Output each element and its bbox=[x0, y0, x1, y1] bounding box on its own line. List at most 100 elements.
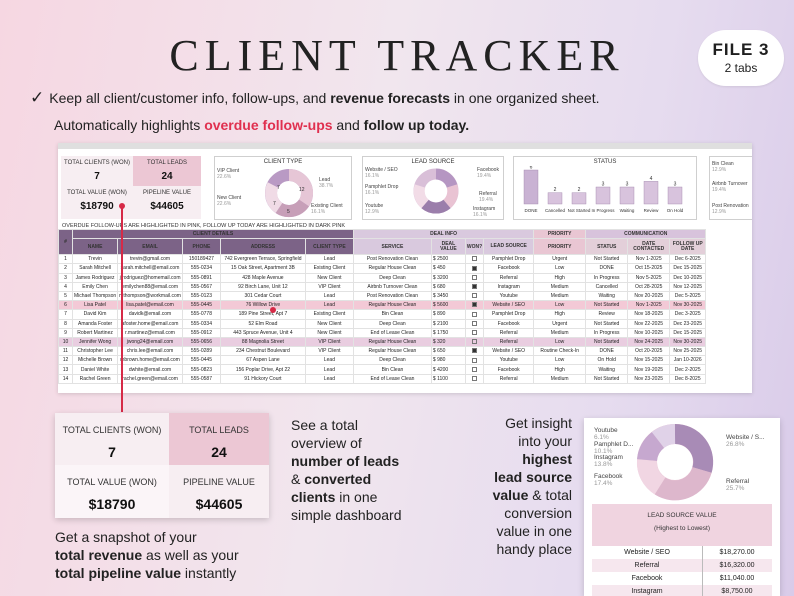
cell-svc[interactable]: Regular House Clean bbox=[352, 346, 432, 357]
cell-pri[interactable]: Urgent bbox=[533, 318, 587, 329]
cell-st[interactable]: DONE bbox=[585, 263, 629, 274]
cell-name[interactable]: Lisa Patel bbox=[71, 300, 119, 311]
cell-phone[interactable]: 555-0567 bbox=[181, 281, 221, 292]
cell-name[interactable]: Emily Chen bbox=[71, 281, 119, 292]
cell-n[interactable]: 11 bbox=[58, 346, 73, 357]
cell-dc[interactable]: Nov 5-2025 bbox=[627, 272, 671, 283]
cell-name[interactable]: James Rodriguez bbox=[71, 272, 119, 283]
cell-phone[interactable]: 555-0587 bbox=[181, 373, 221, 384]
cell-fu[interactable]: Dec 2-2025 bbox=[669, 364, 707, 375]
cell-name[interactable]: David Kim bbox=[71, 309, 119, 320]
cell-phone[interactable]: 555-0656 bbox=[181, 336, 221, 348]
cell-won[interactable] bbox=[464, 327, 485, 338]
cell-phone[interactable]: 555-0912 bbox=[181, 327, 221, 338]
cell-won[interactable] bbox=[464, 318, 485, 329]
cell-email[interactable]: trevin@gmail.com bbox=[117, 254, 183, 265]
cell-addr[interactable]: 428 Maple Avenue bbox=[219, 272, 306, 283]
won-checkbox[interactable] bbox=[472, 284, 478, 290]
won-checkbox[interactable] bbox=[472, 339, 478, 345]
cell-pri[interactable]: Low bbox=[533, 263, 587, 274]
won-checkbox[interactable] bbox=[472, 320, 478, 326]
cell-name[interactable]: Amanda Foster bbox=[71, 318, 119, 329]
cell-type[interactable]: VIP Client bbox=[304, 346, 354, 357]
cell-name[interactable]: Jennifer Wong bbox=[71, 336, 119, 348]
table-row[interactable]: 3 James Rodriguez j.rodriguez@homemail.com… bbox=[58, 272, 707, 283]
cell-type[interactable]: New Client bbox=[304, 318, 354, 329]
table-row[interactable]: 8 Amanda Foster afoster.home@email.com 555-… bbox=[58, 318, 707, 329]
col-email[interactable]: EMAIL bbox=[117, 238, 183, 256]
cell-val[interactable]: $ 320 bbox=[430, 336, 466, 348]
cell-src[interactable]: Youtube bbox=[483, 290, 535, 302]
cell-val[interactable]: $ 2100 bbox=[430, 318, 466, 329]
cell-st[interactable]: On Hold bbox=[585, 355, 629, 366]
cell-type[interactable]: Lead bbox=[304, 300, 354, 311]
cell-val[interactable]: $ 5600 bbox=[430, 300, 466, 311]
cell-src[interactable]: Youtube bbox=[483, 355, 535, 366]
cell-addr[interactable]: 234 Chestnut Boulevard bbox=[219, 346, 306, 357]
cell-svc[interactable]: Regular House Clean bbox=[352, 263, 432, 274]
col-date-contacted[interactable]: DATE CONTACTED bbox=[627, 238, 671, 256]
cell-svc[interactable]: End of Lease Clean bbox=[352, 373, 432, 384]
table-row[interactable]: 11 Christopher Lee chris.lee@email.com 555-… bbox=[58, 346, 707, 357]
cell-type[interactable]: New Client bbox=[304, 272, 354, 283]
cell-phone[interactable]: 555-0445 bbox=[181, 355, 221, 366]
cell-fu[interactable]: Nov 12-2025 bbox=[669, 281, 707, 292]
cell-pri[interactable]: High bbox=[533, 309, 587, 320]
cell-src[interactable]: Referral bbox=[483, 272, 535, 283]
cell-email[interactable]: sarah.mitchell@email.com bbox=[117, 263, 183, 274]
col-follow-up[interactable]: FOLLOW UP DATE bbox=[669, 238, 707, 256]
cell-n[interactable]: 13 bbox=[58, 364, 73, 375]
cell-src[interactable]: Referral bbox=[483, 336, 535, 348]
table-row[interactable]: 14 Rachel Green rachel.green@email.com 555-… bbox=[58, 373, 707, 384]
cell-n[interactable]: 6 bbox=[58, 300, 73, 311]
cell-src[interactable]: Instagram bbox=[483, 281, 535, 292]
cell-addr[interactable]: 15 Oak Street, Apartment 3B bbox=[219, 263, 306, 274]
cell-type[interactable]: Lead bbox=[304, 355, 354, 366]
cell-pri[interactable]: Low bbox=[533, 355, 587, 366]
cell-val[interactable]: $ 4200 bbox=[430, 364, 466, 375]
cell-val[interactable]: $ 2500 bbox=[430, 254, 466, 265]
cell-pri[interactable]: Low bbox=[533, 300, 587, 311]
cell-svc[interactable]: Deep Clean bbox=[352, 355, 432, 366]
cell-n[interactable]: 1 bbox=[58, 254, 73, 265]
table-row[interactable]: 1 Trevin trevin@gmail.com 150189427 742 Ever… bbox=[58, 254, 707, 265]
col-won[interactable]: WON? bbox=[464, 238, 485, 256]
col-status[interactable]: STATUS bbox=[585, 238, 629, 256]
cell-type[interactable]: Lead bbox=[304, 364, 354, 375]
cell-won[interactable] bbox=[464, 373, 485, 384]
cell-phone[interactable]: 555-0891 bbox=[181, 272, 221, 283]
cell-pri[interactable]: Routine Check-In bbox=[533, 346, 587, 357]
cell-email[interactable]: dwhite@email.com bbox=[117, 364, 183, 375]
cell-phone[interactable]: 555-0123 bbox=[181, 290, 221, 302]
col-phone[interactable]: PHONE bbox=[181, 238, 221, 256]
cell-fu[interactable]: Jan 10-2026 bbox=[669, 355, 707, 366]
col-address[interactable]: ADDRESS bbox=[219, 238, 306, 256]
cell-email[interactable]: lisa.patel@email.com bbox=[117, 300, 183, 311]
cell-name[interactable]: Sarah Mitchell bbox=[71, 263, 119, 274]
cell-email[interactable]: jwong24@email.com bbox=[117, 336, 183, 348]
cell-n[interactable]: 3 bbox=[58, 272, 73, 283]
table-row[interactable]: 9 Robert Martinez r.martinez@email.com 555-… bbox=[58, 327, 707, 338]
col-client-type[interactable]: CLIENT TYPE bbox=[304, 238, 354, 256]
cell-type[interactable]: Lead bbox=[304, 290, 354, 302]
table-row[interactable]: 6 Lisa Patel lisa.patel@email.com 555-0445 7… bbox=[58, 300, 707, 311]
cell-name[interactable]: Rachel Green bbox=[71, 373, 119, 384]
cell-won[interactable] bbox=[464, 346, 485, 357]
cell-fu[interactable]: Dec 8-2025 bbox=[669, 373, 707, 384]
cell-n[interactable]: 4 bbox=[58, 281, 73, 292]
cell-fu[interactable]: Dec 15-2025 bbox=[669, 327, 707, 338]
cell-val[interactable]: $ 1750 bbox=[430, 327, 466, 338]
cell-email[interactable]: rachel.green@email.com bbox=[117, 373, 183, 384]
cell-addr[interactable]: 156 Poplar Drive, Apt 22 bbox=[219, 364, 306, 375]
cell-email[interactable]: mbrown.home@email.com bbox=[117, 355, 183, 366]
cell-val[interactable]: $ 980 bbox=[430, 355, 466, 366]
cell-src[interactable]: Facebook bbox=[483, 364, 535, 375]
cell-src[interactable]: Referral bbox=[483, 327, 535, 338]
cell-email[interactable]: davidk@email.com bbox=[117, 309, 183, 320]
table-row[interactable]: 12 Michelle Brown mbrown.home@email.com 555… bbox=[58, 355, 707, 366]
cell-pri[interactable]: Medium bbox=[533, 281, 587, 292]
cell-svc[interactable]: Airbnb Turnover Clean bbox=[352, 281, 432, 292]
cell-won[interactable] bbox=[464, 254, 485, 265]
cell-src[interactable]: Referral bbox=[483, 373, 535, 384]
cell-phone[interactable]: 555-0445 bbox=[181, 300, 221, 311]
